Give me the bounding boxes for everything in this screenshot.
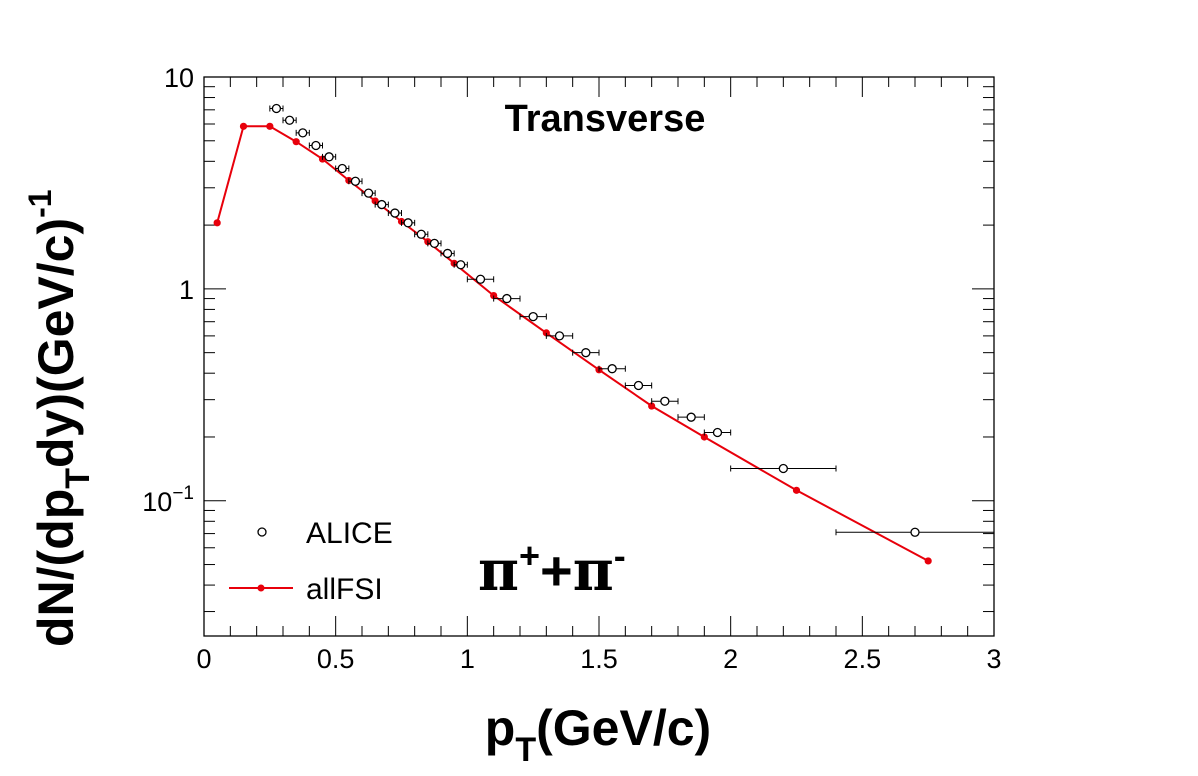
alice-point [554, 331, 565, 341]
alice-point [298, 128, 308, 138]
y-axis-title-a: dN/(dp [28, 489, 84, 647]
x-axis-title: pT(GeV/c) [485, 700, 711, 769]
y-tick-label-base: 10 [142, 487, 172, 517]
alice-point [456, 260, 466, 270]
allfsi-point [292, 138, 300, 146]
allfsi-point [700, 433, 708, 441]
y-axis-title-sup: -1 [22, 189, 58, 217]
allfsi-point [213, 219, 221, 227]
plot-frame [203, 76, 995, 637]
y-axis-title-sub: T [59, 468, 97, 489]
alice-point [311, 140, 321, 151]
alice-point [910, 527, 920, 537]
x-tick-label: 1 [460, 644, 475, 674]
alice-point [390, 208, 400, 218]
alice-point [633, 380, 644, 391]
legend-label-allfsi: allFSI [306, 573, 383, 606]
particle-join: + [540, 539, 573, 602]
legend-marker-allfsi [257, 584, 265, 592]
axis-ticks [203, 76, 995, 636]
x-tick-label: 2 [723, 644, 738, 674]
y-axis-title-b: dy)(GeV/c) [28, 218, 84, 468]
allfsi-point [239, 122, 248, 130]
legend: ALICE allFSI [229, 517, 393, 606]
alice-point [502, 293, 512, 304]
alice-point [377, 199, 387, 210]
alice-point [712, 427, 723, 438]
y-tick-label: 10 [164, 63, 194, 93]
allfsi-point [371, 197, 379, 205]
x-axis-title-main: p [485, 700, 516, 756]
alice-point [607, 364, 617, 374]
alice-point [284, 115, 295, 125]
legend-label-alice: ALICE [306, 517, 393, 550]
x-tick-labels: 0 0.5 1 1.5 2 2.5 3 [196, 644, 1001, 674]
x-tick-label: 0 [196, 644, 211, 674]
alice-point [363, 188, 374, 198]
alice-point [660, 396, 670, 406]
x-tick-label: 1.5 [580, 644, 618, 674]
alice-point [475, 274, 486, 284]
allfsi-point [266, 122, 274, 130]
alice-point [686, 412, 696, 422]
particle-minus-sup: - [614, 535, 626, 576]
allfsi-point [490, 291, 498, 300]
plot-content [213, 103, 995, 565]
alice-point [528, 311, 538, 322]
x-tick-label: 0.5 [317, 644, 355, 674]
x-axis-title-rest: (GeV/c) [536, 700, 711, 756]
alice-point [416, 229, 426, 239]
alice-point [581, 348, 591, 358]
allfsi-point [792, 486, 801, 494]
particle-plus-sup: + [519, 535, 540, 576]
annotation-transverse: Transverse [505, 98, 706, 140]
legend-marker-alice [257, 527, 267, 537]
alice-point [429, 238, 440, 249]
allfsi-point [542, 329, 550, 337]
particle-pi-plus: π [478, 538, 519, 604]
alice-point [442, 248, 453, 259]
x-axis-title-sub: T [515, 731, 536, 769]
x-tick-label: 2.5 [844, 644, 882, 674]
y-tick-label: 1 [179, 275, 194, 305]
y-tick-label: 10−1 [142, 483, 194, 517]
alice-point [403, 218, 413, 228]
particle-pi-minus: π [573, 538, 614, 604]
alice-point [778, 463, 788, 474]
y-tick-label-exp: −1 [172, 483, 194, 504]
alice-point [350, 176, 361, 186]
alice-point [271, 103, 282, 114]
allfsi-point [924, 557, 932, 565]
allfsi-point [648, 402, 656, 410]
alice-point [324, 152, 334, 162]
y-axis-title: dN/(dpTdy)(GeV/c)-1 [22, 189, 97, 647]
particle-label: π++π- [478, 535, 626, 604]
alice-point [337, 163, 347, 174]
x-tick-label: 3 [986, 644, 1001, 674]
